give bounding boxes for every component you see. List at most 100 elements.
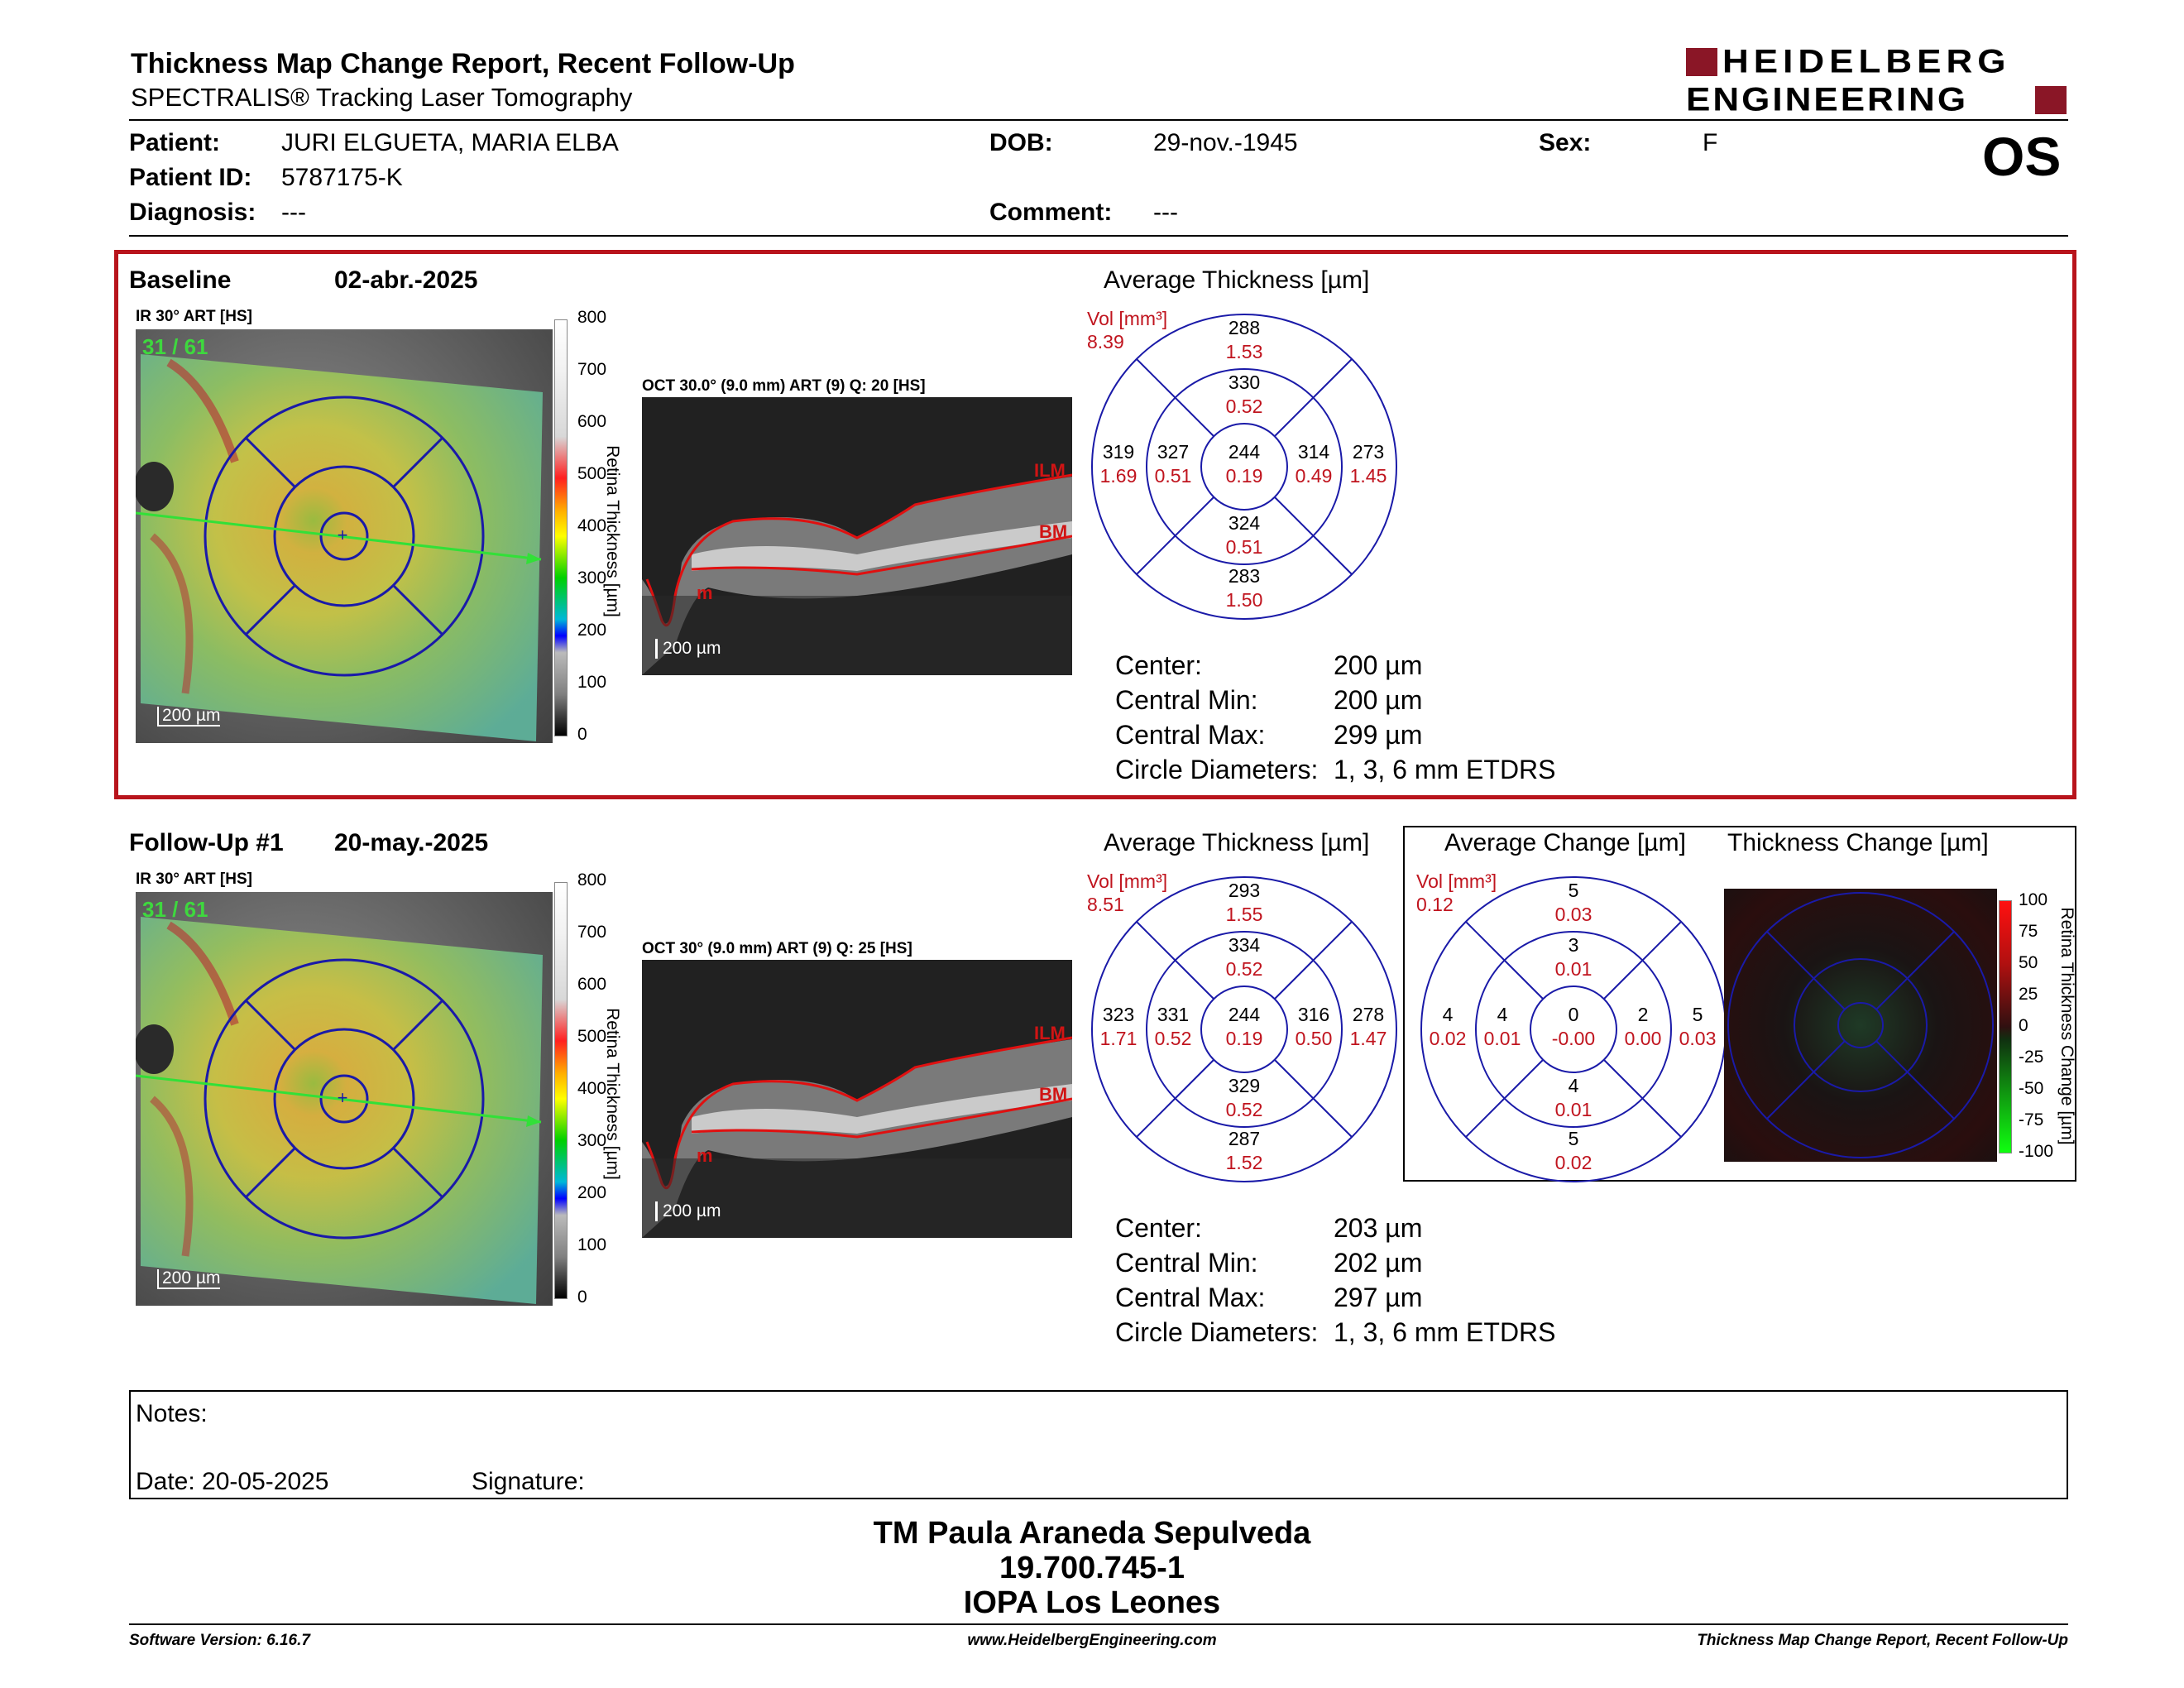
change-colorbar [1999, 900, 2012, 1153]
baseline-ir-label: IR 30° ART [HS] [136, 308, 252, 325]
baseline-sector-inner-temporal: 327 0.51 [1154, 441, 1192, 487]
comment-label: Comment: [989, 199, 1113, 226]
change-vol-value: 0.12 [1416, 894, 1454, 915]
change-colorbar-tick: -75 [2019, 1110, 2044, 1129]
thickness-change-title: Thickness Change [µm] [1727, 829, 1989, 856]
followup-oct-scale: 200 µm [655, 1201, 721, 1221]
change-colorbar-tick: 25 [2019, 985, 2038, 1004]
change-vol-label: Vol [mm³] [1416, 870, 1497, 892]
followup-sector-inner-nasal: 316 0.50 [1295, 1004, 1333, 1049]
followup-diam-value: 1, 3, 6 mm ETDRS [1334, 1317, 1556, 1347]
baseline-colorbar-tick: 400 [577, 516, 607, 535]
baseline-colorbar-tick: 100 [577, 673, 607, 692]
followup-ilm-label: ILM [1034, 1023, 1066, 1043]
logo-red-square-2 [2035, 86, 2067, 114]
followup-sector-inner-temporal: 331 0.52 [1154, 1004, 1192, 1049]
followup-oct-label: OCT 30° (9.0 mm) ART (9) Q: 25 [HS] [642, 940, 912, 957]
baseline-min-label: Central Min: [1115, 685, 1258, 715]
logo-text-line1: HEIDELBERG [1722, 43, 2011, 80]
followup-sector-outer-nasal: 278 1.47 [1349, 1004, 1387, 1049]
institution-name: IOPA Los Leones [963, 1585, 1221, 1620]
followup-max-label: Central Max: [1115, 1283, 1266, 1312]
change-sector-inner-inferior: 4 0.01 [1554, 1075, 1592, 1120]
baseline-colorbar-tick: 0 [577, 725, 587, 744]
followup-colorbar-tick: 700 [577, 923, 607, 942]
followup-fundus-image: + 31 / 61 200 µm [136, 892, 553, 1306]
followup-min-value: 202 µm [1334, 1248, 1423, 1278]
notes-box [129, 1390, 2068, 1499]
baseline-sector-inner-superior: 330 0.52 [1225, 372, 1263, 417]
followup-ir-label: IR 30° ART [HS] [136, 870, 252, 888]
followup-sector-inner-inferior: 329 0.52 [1225, 1075, 1263, 1120]
change-colorbar-tick: -25 [2019, 1048, 2044, 1067]
followup-bm-label: BM [1039, 1084, 1068, 1105]
baseline-fundus-image: + 31 / 61 200 µm [136, 329, 553, 743]
change-sector-outer-nasal: 5 0.03 [1679, 1004, 1717, 1049]
baseline-oct-image: ILM BM m 200 µm [642, 397, 1072, 675]
followup-sector-center: 244 0.19 [1225, 1004, 1263, 1049]
change-colorbar-title: Retina Thickness Change [µm] [2057, 907, 2076, 1145]
followup-colorbar-tick: 800 [577, 870, 607, 890]
baseline-max-value: 299 µm [1334, 720, 1423, 750]
followup-vol-value: 8.51 [1087, 894, 1124, 915]
avg-change-title: Average Change [µm] [1444, 829, 1686, 856]
baseline-min-value: 200 µm [1334, 685, 1423, 715]
baseline-colorbar-tick: 500 [577, 464, 607, 483]
followup-avg-thickness-title: Average Thickness [µm] [1104, 829, 1370, 856]
followup-etdrs-grid [1091, 876, 1397, 1182]
heidelberg-logo: HEIDELBERG ENGINEERING [1686, 43, 2067, 119]
baseline-scale-bar: 200 µm [157, 707, 221, 727]
footer-divider [129, 1623, 2068, 1625]
report-title: Thickness Map Change Report, Recent Foll… [131, 48, 795, 79]
patient-divider [129, 235, 2068, 237]
signature-label: Signature: [472, 1468, 585, 1495]
followup-sector-inner-superior: 334 0.52 [1225, 934, 1263, 980]
website-link[interactable]: www.HeidelbergEngineering.com [967, 1632, 1217, 1649]
baseline-max-label: Central Max: [1115, 720, 1266, 750]
baseline-thickness-map: + [136, 354, 543, 741]
baseline-center-label: Center: [1115, 650, 1202, 680]
baseline-oct-scale: 200 µm [655, 639, 721, 659]
report-subtitle: SPECTRALIS® Tracking Laser Tomography [131, 83, 633, 112]
change-panel-frame [1403, 826, 2076, 1182]
followup-center-value: 203 µm [1334, 1213, 1423, 1243]
software-version: Software Version: 6.16.7 [129, 1632, 310, 1649]
dob-label: DOB: [989, 129, 1053, 156]
change-colorbar-tick: 100 [2019, 890, 2048, 909]
change-colorbar-tick: 0 [2019, 1016, 2028, 1035]
sex-label: Sex: [1539, 129, 1592, 156]
followup-diam-label: Circle Diameters: [1115, 1317, 1319, 1347]
header-divider [129, 119, 2068, 121]
followup-colorbar-tick: 400 [577, 1079, 607, 1098]
baseline-sector-outer-superior: 288 1.53 [1225, 317, 1263, 362]
baseline-sector-outer-temporal: 319 1.69 [1099, 441, 1138, 487]
baseline-sector-outer-inferior: 283 1.50 [1225, 565, 1263, 611]
followup-sector-outer-superior: 293 1.55 [1225, 880, 1263, 925]
notes-date: Date: 20-05-2025 [136, 1468, 329, 1495]
baseline-sector-inner-nasal: 314 0.49 [1295, 441, 1333, 487]
diagnosis-label: Diagnosis: [129, 199, 256, 226]
baseline-ilm-label: ILM [1034, 460, 1066, 481]
followup-center-label: Center: [1115, 1213, 1202, 1243]
patient-id: 5787175-K [281, 164, 403, 191]
svg-text:+: + [338, 1087, 348, 1108]
followup-colorbar-tick: 0 [577, 1288, 587, 1307]
baseline-diam-value: 1, 3, 6 mm ETDRS [1334, 755, 1556, 784]
followup-thickness-map: + [136, 917, 543, 1304]
followup-frame-counter: 31 / 61 [142, 897, 208, 922]
change-sector-outer-superior: 5 0.03 [1554, 880, 1592, 925]
followup-sector-outer-inferior: 287 1.52 [1225, 1128, 1263, 1173]
followup-scale-bar: 200 µm [157, 1269, 221, 1289]
baseline-sector-inner-inferior: 324 0.51 [1225, 512, 1263, 558]
baseline-colorbar-title: Retina Thickness [µm] [603, 445, 622, 617]
change-colorbar-tick: -50 [2019, 1079, 2044, 1098]
baseline-m-label: m [697, 583, 713, 603]
change-sector-inner-temporal: 4 0.01 [1483, 1004, 1521, 1049]
baseline-center-value: 200 µm [1334, 650, 1423, 680]
examiner-id: 19.700.745-1 [999, 1551, 1185, 1585]
comment-value: --- [1153, 199, 1178, 226]
followup-colorbar-tick: 600 [577, 975, 607, 994]
followup-m-label: m [697, 1145, 713, 1166]
followup-vol-label: Vol [mm³] [1087, 870, 1168, 892]
baseline-colorbar-tick: 300 [577, 568, 607, 587]
